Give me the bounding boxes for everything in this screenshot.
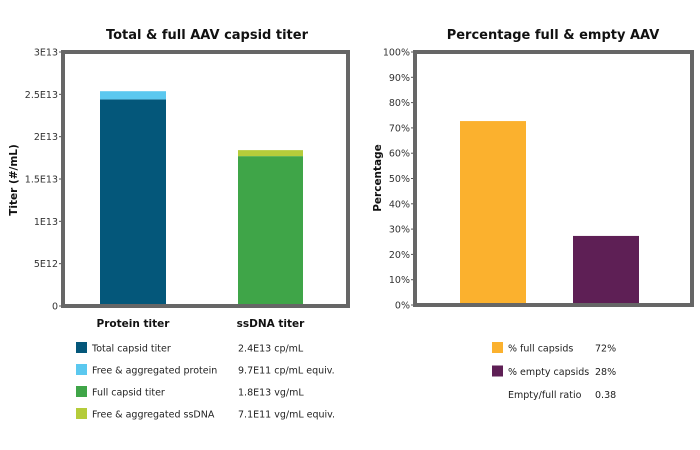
legend-label: Full capsid titer [92, 388, 165, 399]
y-tick-label: 20% [389, 250, 410, 261]
y-tick-label: 3E13 [34, 48, 58, 59]
y-tick-label: 10% [389, 275, 410, 286]
legend-swatch [76, 342, 87, 353]
legend-label: % full capsids [508, 344, 573, 355]
legend-value: 72% [595, 344, 616, 355]
chart-title: Percentage full & empty AAV [447, 28, 660, 43]
legend-label: Total capsid titer [91, 344, 171, 355]
legend-label: Free & aggregated protein [92, 366, 217, 377]
legend-label: % empty capsids [508, 367, 589, 378]
y-tick-label: 90% [389, 73, 410, 84]
y-tick-label: 30% [389, 225, 410, 236]
x-category-label: ssDNA titer [237, 318, 306, 330]
y-tick-label: 2.5E13 [25, 90, 58, 101]
y-tick-label: 100% [383, 48, 410, 59]
legend-swatch [492, 365, 503, 377]
bar-segment-total-capsid-titer [100, 99, 166, 306]
y-tick-label: 80% [389, 98, 410, 109]
y-tick-label: 0% [395, 301, 410, 312]
legend-swatch [76, 408, 87, 419]
legend-swatch [76, 364, 87, 375]
ratio-label: Empty/full ratio [508, 390, 582, 401]
bar-empty-capsids [573, 235, 639, 305]
legend-value: 28% [595, 367, 616, 378]
plot-frame [413, 50, 694, 307]
chart-title: Total & full AAV capsid titer [106, 28, 309, 43]
bar-full-capsids [460, 121, 526, 305]
y-tick-label: 1E13 [34, 217, 58, 228]
y-axis-label: Percentage [372, 144, 384, 212]
y-tick-label: 5E12 [34, 259, 58, 270]
y-axis-label: Titer (#/mL) [8, 144, 20, 216]
ratio-value: 0.38 [595, 390, 616, 401]
y-tick-label: 40% [389, 199, 410, 210]
legend-value: 2.4E13 cp/mL [238, 344, 304, 355]
bar-segment-free-aggregated-ssdna [238, 150, 303, 157]
legend-value: 9.7E11 cp/mL equiv. [238, 366, 335, 377]
y-tick-label: 1.5E13 [25, 175, 58, 186]
y-tick-label: 70% [389, 123, 410, 134]
y-tick-label: 0 [52, 302, 58, 313]
legend-swatch [76, 386, 87, 397]
bar-segment-full-capsid-titer [238, 156, 303, 306]
x-category-label: Protein titer [97, 318, 171, 330]
legend-value: 1.8E13 vg/mL [238, 388, 304, 399]
y-tick-label: 2E13 [34, 132, 58, 143]
legend-swatch [492, 342, 503, 353]
y-tick-label: 60% [389, 149, 410, 160]
y-tick-label: 50% [389, 174, 410, 185]
legend-value: 7.1E11 vg/mL equiv. [238, 410, 335, 421]
bar-segment-free-aggregated-protein [100, 91, 166, 100]
legend-label: Free & aggregated ssDNA [92, 410, 215, 421]
plot-frame [61, 50, 350, 308]
